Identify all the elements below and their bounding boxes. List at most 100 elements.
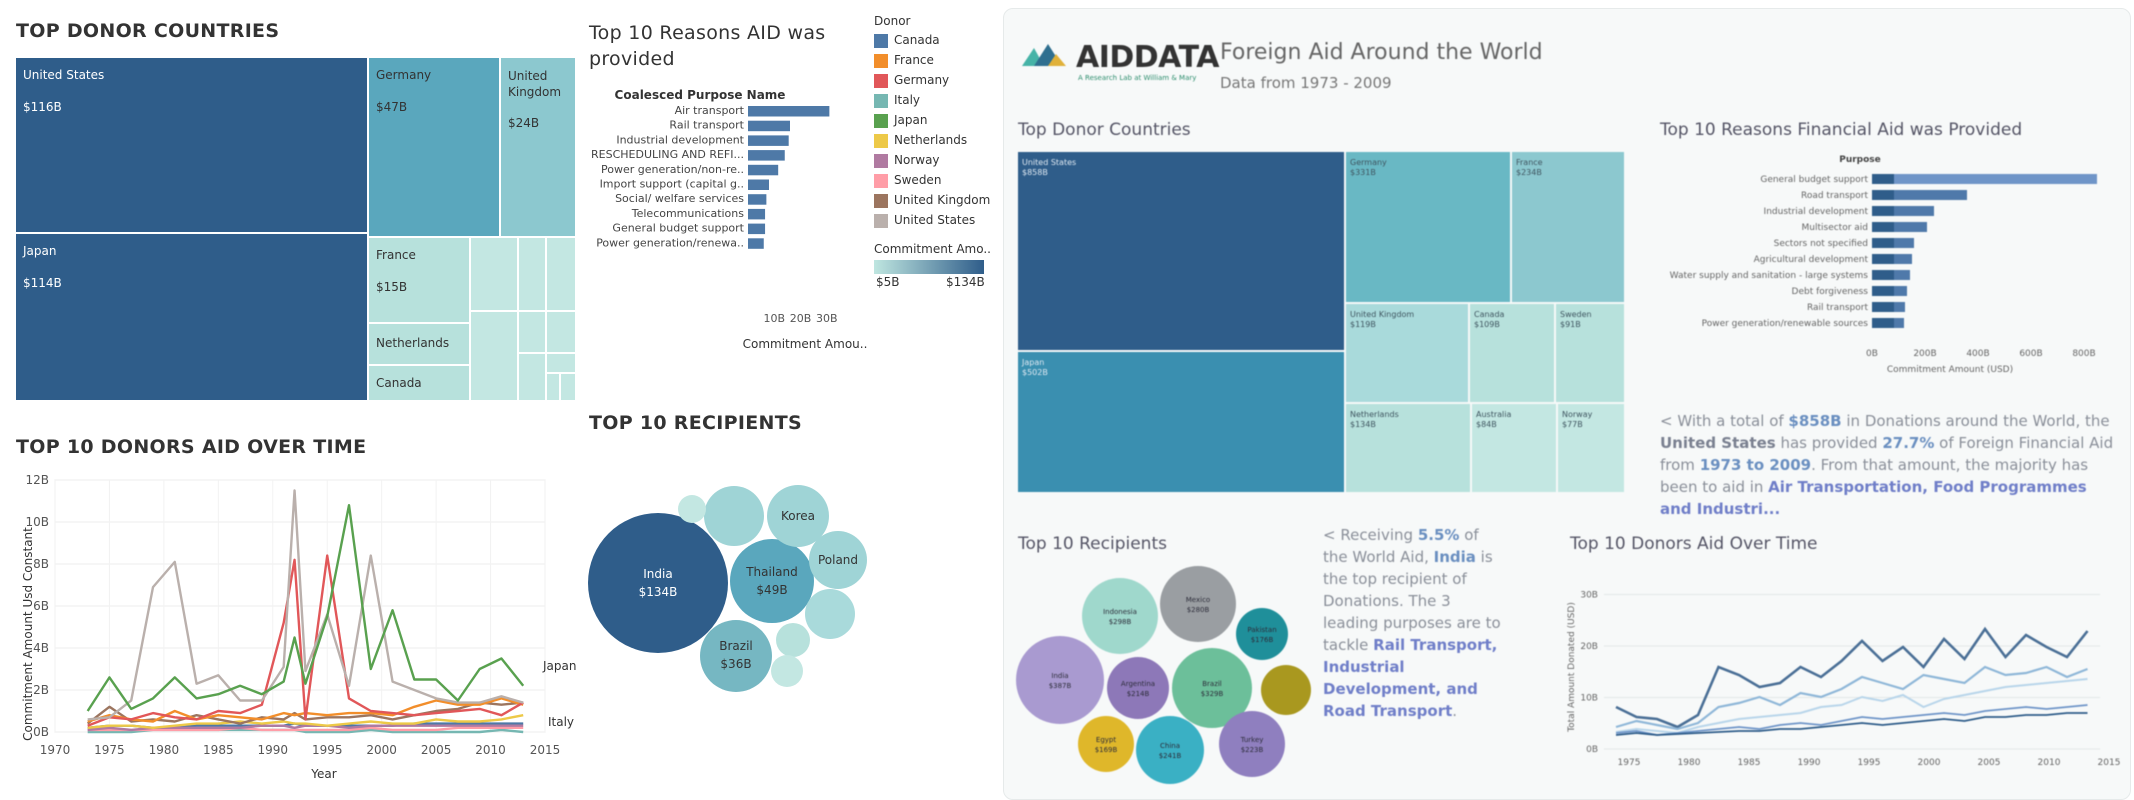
legend-label: United States <box>894 213 976 227</box>
ref-y-tick: 30B <box>1580 590 1598 600</box>
legend-swatch <box>874 93 888 108</box>
x-tick-label: 1975 <box>94 743 125 757</box>
treemap-cell-netherlands[interactable]: Netherlands <box>369 324 469 364</box>
ref-bubble-label: Brazil <box>1202 680 1222 688</box>
legend-swatch <box>874 33 888 48</box>
bubble-poland[interactable] <box>809 531 867 589</box>
ref-treemap-label: Canada $109B <box>1474 310 1505 329</box>
ref-bubble-label: Indonesia <box>1103 608 1137 616</box>
legend-swatch <box>874 173 888 188</box>
recipients-bubble-chart[interactable]: India $134B Thailand $49B Brazil $36B Ko… <box>580 480 880 700</box>
ref-bar-label: Industrial development <box>1764 207 1869 217</box>
reasons-category-header: Coalesced Purpose Name <box>615 88 786 102</box>
ref-x-tick: 2005 <box>1978 758 2001 768</box>
bubble-brazil[interactable] <box>700 620 772 692</box>
treemap-label: United Kingdom <box>508 69 562 99</box>
ref-x-tick: 1990 <box>1798 758 1821 768</box>
legend-item[interactable]: United States <box>874 210 994 230</box>
legend-item[interactable]: Netherlands <box>874 130 994 150</box>
treemap-cell-small[interactable] <box>547 312 575 352</box>
treemap-cell-canada[interactable]: Canada <box>369 366 469 400</box>
ref-treemap-cell <box>1018 152 1344 350</box>
bubble-unlabeled[interactable] <box>771 655 803 687</box>
y-tick-label: 12B <box>25 473 49 487</box>
legend-item[interactable]: Norway <box>874 150 994 170</box>
legend-item[interactable]: United Kingdom <box>874 190 994 210</box>
treemap-value: $15B <box>376 280 408 294</box>
ref-series-line <box>1615 704 2088 736</box>
legend-item[interactable]: Germany <box>874 70 994 90</box>
bar <box>748 223 766 235</box>
treemap-cell-united-states[interactable]: United States $116B <box>16 58 367 232</box>
ref-reasons-x-label: Commitment Amount (USD) <box>1887 365 2013 375</box>
ref-treemap-cell <box>1556 304 1624 402</box>
treemap-cell-france[interactable]: France $15B <box>369 238 469 322</box>
treemap-label: Canada <box>376 376 422 390</box>
legend-item[interactable]: Japan <box>874 110 994 130</box>
ref-bar <box>1872 206 1934 216</box>
ref-treemap-label: United Kingdom $119B <box>1350 310 1415 329</box>
bubble-thailand[interactable] <box>730 539 814 623</box>
reasons-bar-chart[interactable]: Coalesced Purpose Name Air transport Rail… <box>580 84 870 354</box>
ref-bar-label: Sectors not specified <box>1774 239 1868 249</box>
ref-treemap-cell <box>1346 152 1510 302</box>
aiddata-logo-icon <box>1022 44 1066 66</box>
treemap-cell-small[interactable] <box>519 238 545 310</box>
ref-bar <box>1872 318 1894 328</box>
treemap-cell-japan[interactable]: Japan $114B <box>16 234 367 400</box>
legend-label: France <box>894 53 934 67</box>
treemap-cell-small[interactable] <box>547 374 559 400</box>
ref-treemap-cell <box>1346 304 1468 402</box>
ref-treemap-cell <box>1558 404 1624 492</box>
treemap-cell-germany[interactable]: Germany $47B <box>369 58 499 236</box>
legend-item[interactable]: Italy <box>874 90 994 110</box>
legend-swatch <box>874 153 888 168</box>
treemap-cell-small[interactable] <box>519 312 545 352</box>
over-time-line-chart[interactable]: 0B 2B 4B 6B 8B 10B 12B 1970 1975 1980 1985 1990 1995… <box>0 464 585 794</box>
treemap-cell-small[interactable] <box>561 374 575 400</box>
bar-category-label: Social/ welfare services <box>615 192 744 205</box>
ref-bubble-label: Egypt <box>1096 736 1116 744</box>
summary-note-donors: < With a total of $858B in Donations aro… <box>1660 412 2114 518</box>
ref-bar <box>1872 174 2097 184</box>
legend-title: Donor <box>874 14 911 28</box>
bubble-unlabeled[interactable] <box>805 589 855 639</box>
treemap-cell-small[interactable] <box>471 238 517 310</box>
ref-bubble-label: India <box>1051 672 1068 680</box>
treemap-cell-small[interactable] <box>519 354 545 400</box>
ref-bar-label: General budget support <box>1760 175 1868 185</box>
brand-name: AIDDATA <box>1076 40 1219 75</box>
bubble-label: India <box>643 567 672 581</box>
donor-treemap[interactable]: United States $116B Japan $114B Germany … <box>16 58 575 400</box>
legend-item[interactable]: France <box>874 50 994 70</box>
ref-over-time-chart: Total Amount Donated (USD) 0B 10B 20B 30B 19… <box>1567 590 2120 768</box>
treemap-cell-united-kingdom[interactable]: United Kingdom $24B <box>501 58 575 236</box>
bubble-unlabeled[interactable] <box>678 495 706 523</box>
treemap-cell-small[interactable] <box>547 238 575 310</box>
ref-x-tick: 2010 <box>2038 758 2061 768</box>
ref-y-tick: 10B <box>1580 693 1598 703</box>
ref-x-tick: 800B <box>2072 349 2095 359</box>
bubble-unlabeled[interactable] <box>704 486 764 546</box>
ref-bubble-value: $241B <box>1159 752 1182 760</box>
ref-bubble-label: Mexico <box>1186 596 1210 604</box>
legend-item[interactable]: Canada <box>874 30 994 50</box>
x-tick-label: 2015 <box>530 743 561 757</box>
ref-bar <box>1872 254 1894 264</box>
bubble-india[interactable] <box>588 513 728 653</box>
treemap-cell-small[interactable] <box>547 354 575 372</box>
bar <box>748 164 779 176</box>
ref-treemap-label: Norway $77B <box>1562 410 1593 429</box>
ref-bar-label: Debt forgiveness <box>1792 287 1869 297</box>
bubble-korea[interactable] <box>767 485 829 547</box>
x-tick-label: 20B <box>790 312 812 325</box>
legend-item[interactable]: Sweden <box>874 170 994 190</box>
treemap-cell-small[interactable] <box>471 312 517 400</box>
ref-bubble-value: $169B <box>1095 746 1118 754</box>
over-time-title: TOP 10 DONORS AID OVER TIME <box>16 436 367 458</box>
legend-label: Japan <box>894 113 928 127</box>
bubble-unlabeled[interactable] <box>776 623 810 657</box>
ref-bar <box>1872 286 1894 296</box>
treemap-value: $114B <box>23 276 62 290</box>
end-label-japan: Japan <box>542 659 576 673</box>
